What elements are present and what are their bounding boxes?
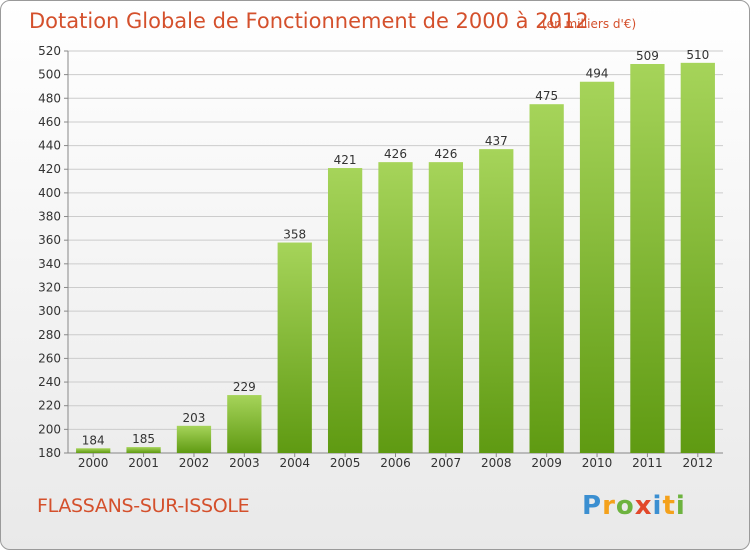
y-tick-label: 280 [38,328,61,342]
x-tick-label: 2001 [128,456,159,470]
y-tick-label: 520 [38,44,61,58]
y-tick-label: 460 [38,115,61,129]
bar [176,425,212,453]
bar [76,448,111,453]
logo-letter: P [582,491,603,521]
bar-value-label: 358 [283,228,306,242]
x-tick-label: 2006 [380,456,411,470]
bar-value-label: 475 [535,89,558,103]
bar [327,168,363,453]
logo-letter: o [615,491,635,521]
bar-value-label: 185 [132,432,155,446]
y-tick-label: 420 [38,162,61,176]
bar-value-label: 426 [384,147,407,161]
bar-value-label: 494 [586,67,609,81]
bar [579,81,615,453]
bar [680,62,715,454]
y-tick-label: 180 [38,446,61,460]
logo-letter: r [602,491,616,521]
bar-value-label: 229 [233,380,256,394]
x-tick-label: 2007 [431,456,462,470]
bar-value-label: 510 [686,48,709,62]
y-tick-label: 320 [38,280,61,294]
y-tick-label: 260 [38,351,61,365]
bars [76,62,715,454]
bar-value-label: 203 [183,411,206,425]
proxiti-logo: Proxiti [582,491,686,521]
y-tick-label: 400 [38,186,61,200]
bar-value-label: 426 [434,147,457,161]
logo-letter: t [662,491,676,521]
y-tick-label: 480 [38,91,61,105]
x-tick-label: 2002 [179,456,210,470]
bar [630,64,665,453]
chart-title: Dotation Globale de Fonctionnement de 20… [29,9,589,33]
bar [529,104,564,454]
commune-name: FLASSANS-SUR-ISSOLE [37,495,250,517]
labels: 180 200 220 240 260 280 300 320 340 360 380 400 420 4… [38,44,713,470]
bar-value-label: 184 [82,433,105,447]
x-tick-label: 2010 [582,456,613,470]
y-tick-label: 300 [38,304,61,318]
bar [479,149,514,453]
logo-letter: i [652,491,663,521]
x-tick-label: 2000 [78,456,109,470]
y-tick-label: 220 [38,399,61,413]
bar [227,395,262,453]
x-tick-label: 2003 [229,456,260,470]
y-tick-label: 380 [38,210,61,224]
y-tick-label: 360 [38,233,61,247]
x-tick-label: 2011 [632,456,663,470]
y-tick-label: 200 [38,422,61,436]
x-tick-label: 2005 [330,456,361,470]
bar [277,242,312,453]
logo-letter: i [675,491,686,521]
x-tick-label: 2008 [481,456,512,470]
y-tick-label: 500 [38,68,61,82]
y-tick-label: 440 [38,139,61,153]
bar [428,162,464,453]
y-tick-label: 240 [38,375,61,389]
x-tick-label: 2012 [683,456,714,470]
bar [126,447,161,453]
bar-value-label: 509 [636,49,659,63]
bar-value-label: 437 [485,134,508,148]
y-tick-label: 340 [38,257,61,271]
x-tick-label: 2009 [531,456,562,470]
bar-value-label: 421 [334,153,357,167]
x-tick-label: 2004 [279,456,310,470]
chart-unit: (en milliers d'€) [542,17,637,31]
logo-letter: x [634,491,653,521]
bar [378,162,413,453]
